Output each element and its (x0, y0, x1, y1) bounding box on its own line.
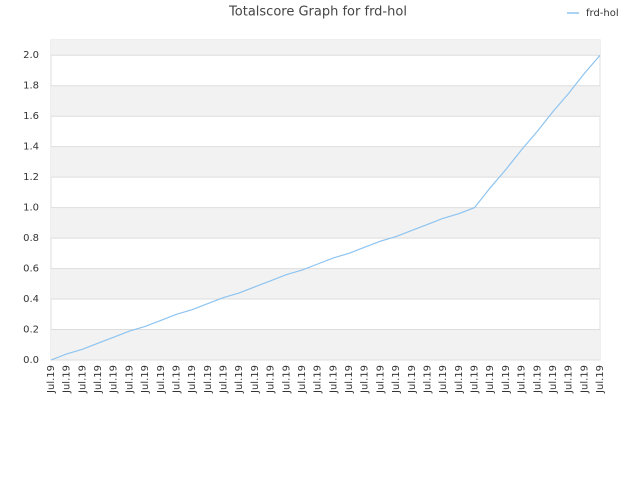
x-tick-label: Jul.19 (250, 365, 261, 394)
y-tick-label: 1.8 (23, 81, 39, 92)
x-tick-label: Jul.19 (360, 365, 371, 394)
x-tick-label: Jul.19 (595, 365, 606, 394)
grid-band (51, 268, 600, 300)
x-tick-label: Jul.19 (93, 365, 104, 394)
x-tick-label: Jul.19 (454, 365, 465, 394)
y-tick-label: 1.6 (23, 111, 39, 122)
x-tick-label: Jul.19 (438, 365, 449, 394)
x-tick-label: Jul.19 (281, 365, 292, 394)
x-tick-label: Jul.19 (297, 365, 308, 394)
grid-band (51, 40, 600, 56)
y-tick-label: 2.0 (23, 50, 39, 61)
legend-label: frd-hol (586, 8, 619, 19)
x-tick-label: Jul.19 (109, 365, 120, 394)
x-tick-label: Jul.19 (140, 365, 151, 394)
x-tick-label: Jul.19 (219, 365, 230, 394)
x-tick-label: Jul.19 (344, 365, 355, 394)
grid-band (51, 329, 600, 360)
x-tick-label: Jul.19 (156, 365, 167, 394)
x-tick-label: Jul.19 (548, 365, 559, 394)
x-tick-label: Jul.19 (391, 365, 402, 394)
x-tick-label: Jul.19 (407, 365, 418, 394)
x-tick-label: Jul.19 (313, 365, 324, 394)
x-tick-label: Jul.19 (203, 365, 214, 394)
y-tick-label: 1.2 (23, 172, 39, 183)
x-tick-label: Jul.19 (234, 365, 245, 394)
grid-band (51, 85, 600, 117)
y-tick-label: 1.0 (23, 203, 39, 214)
y-tick-label: 0.8 (23, 233, 39, 244)
y-tick-label: 0.4 (23, 294, 39, 305)
y-tick-label: 0.6 (23, 264, 39, 275)
y-tick-label: 0.2 (23, 325, 39, 336)
x-tick-label: Jul.19 (62, 365, 73, 394)
x-tick-label: Jul.19 (328, 365, 339, 394)
x-tick-label: Jul.19 (501, 365, 512, 394)
x-tick-label: Jul.19 (187, 365, 198, 394)
x-tick-label: Jul.19 (46, 365, 57, 394)
x-tick-label: Jul.19 (375, 365, 386, 394)
x-tick-label: Jul.19 (532, 365, 543, 394)
x-tick-label: Jul.19 (517, 365, 528, 394)
grid-band (51, 146, 600, 178)
x-tick-label: Jul.19 (422, 365, 433, 394)
x-tick-label: Jul.19 (485, 365, 496, 394)
x-tick-label: Jul.19 (564, 365, 575, 394)
x-tick-label: Jul.19 (77, 365, 88, 394)
x-tick-label: Jul.19 (579, 365, 590, 394)
x-tick-label: Jul.19 (171, 365, 182, 394)
x-tick-label: Jul.19 (266, 365, 277, 394)
data-line (50, 54, 601, 361)
y-tick-label: 0.0 (23, 355, 39, 366)
x-tick-label: Jul.19 (124, 365, 135, 394)
x-tick-label: Jul.19 (470, 365, 481, 394)
grid-band (51, 207, 600, 239)
y-tick-label: 1.4 (23, 142, 39, 153)
chart-title: Totalscore Graph for frd-hol (228, 5, 407, 20)
